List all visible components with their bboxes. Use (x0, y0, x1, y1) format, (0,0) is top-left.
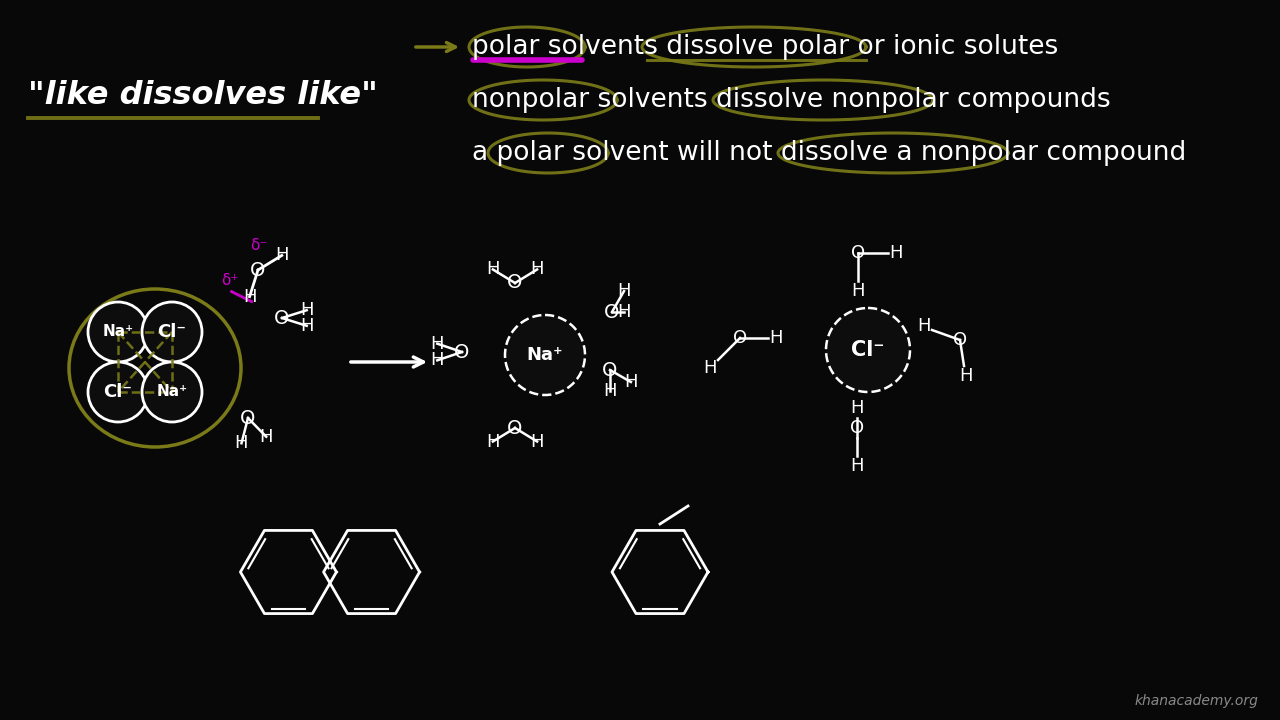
Text: Na⁺: Na⁺ (156, 384, 188, 400)
Text: O: O (851, 244, 865, 262)
Text: nonpolar solvents dissolve nonpolar compounds: nonpolar solvents dissolve nonpolar comp… (472, 87, 1111, 113)
Text: O: O (850, 419, 864, 437)
Circle shape (142, 362, 202, 422)
Text: khanacademy.org: khanacademy.org (1134, 694, 1258, 708)
Text: O: O (274, 308, 289, 328)
Text: H: H (430, 335, 444, 353)
Text: H: H (486, 261, 499, 279)
Text: H: H (959, 367, 973, 385)
Text: H: H (275, 246, 288, 264)
Text: H: H (260, 428, 273, 446)
Text: δ⁺: δ⁺ (221, 273, 239, 287)
Text: H: H (617, 282, 631, 300)
Text: O: O (241, 408, 256, 428)
Text: O: O (604, 302, 620, 322)
Text: O: O (507, 418, 522, 438)
Text: H: H (890, 244, 902, 262)
Text: O: O (507, 274, 522, 292)
Text: H: H (300, 317, 314, 335)
Text: O: O (952, 331, 968, 349)
Text: Cl⁻: Cl⁻ (851, 340, 884, 360)
Text: H: H (851, 282, 865, 300)
Text: H: H (530, 433, 544, 451)
Text: H: H (769, 329, 783, 347)
Text: Na⁺: Na⁺ (526, 346, 563, 364)
Text: δ⁻: δ⁻ (250, 238, 268, 253)
Circle shape (88, 362, 148, 422)
Text: Cl⁻: Cl⁻ (157, 323, 187, 341)
Text: Na⁺: Na⁺ (102, 325, 133, 340)
Text: Cl⁻: Cl⁻ (104, 383, 133, 401)
Text: H: H (530, 261, 544, 279)
Text: O: O (454, 343, 470, 361)
Text: H: H (918, 317, 931, 335)
Text: H: H (243, 287, 256, 305)
Text: O: O (251, 261, 266, 279)
Text: H: H (617, 303, 631, 321)
Text: polar solvents dissolve polar or ionic solutes: polar solvents dissolve polar or ionic s… (472, 34, 1059, 60)
Text: a polar solvent will not dissolve a nonpolar compound: a polar solvent will not dissolve a nonp… (472, 140, 1187, 166)
Text: H: H (703, 359, 717, 377)
Text: O: O (733, 329, 748, 347)
Text: H: H (850, 457, 864, 475)
Circle shape (506, 315, 585, 395)
Text: H: H (850, 399, 864, 417)
Text: H: H (603, 382, 617, 400)
Text: H: H (234, 434, 248, 452)
Circle shape (88, 302, 148, 362)
Text: H: H (625, 373, 637, 391)
Text: "like dissolves like": "like dissolves like" (28, 81, 378, 112)
Text: H: H (486, 433, 499, 451)
Circle shape (826, 308, 910, 392)
Text: H: H (430, 351, 444, 369)
Circle shape (142, 302, 202, 362)
Text: H: H (300, 301, 314, 319)
Text: O: O (603, 361, 618, 379)
